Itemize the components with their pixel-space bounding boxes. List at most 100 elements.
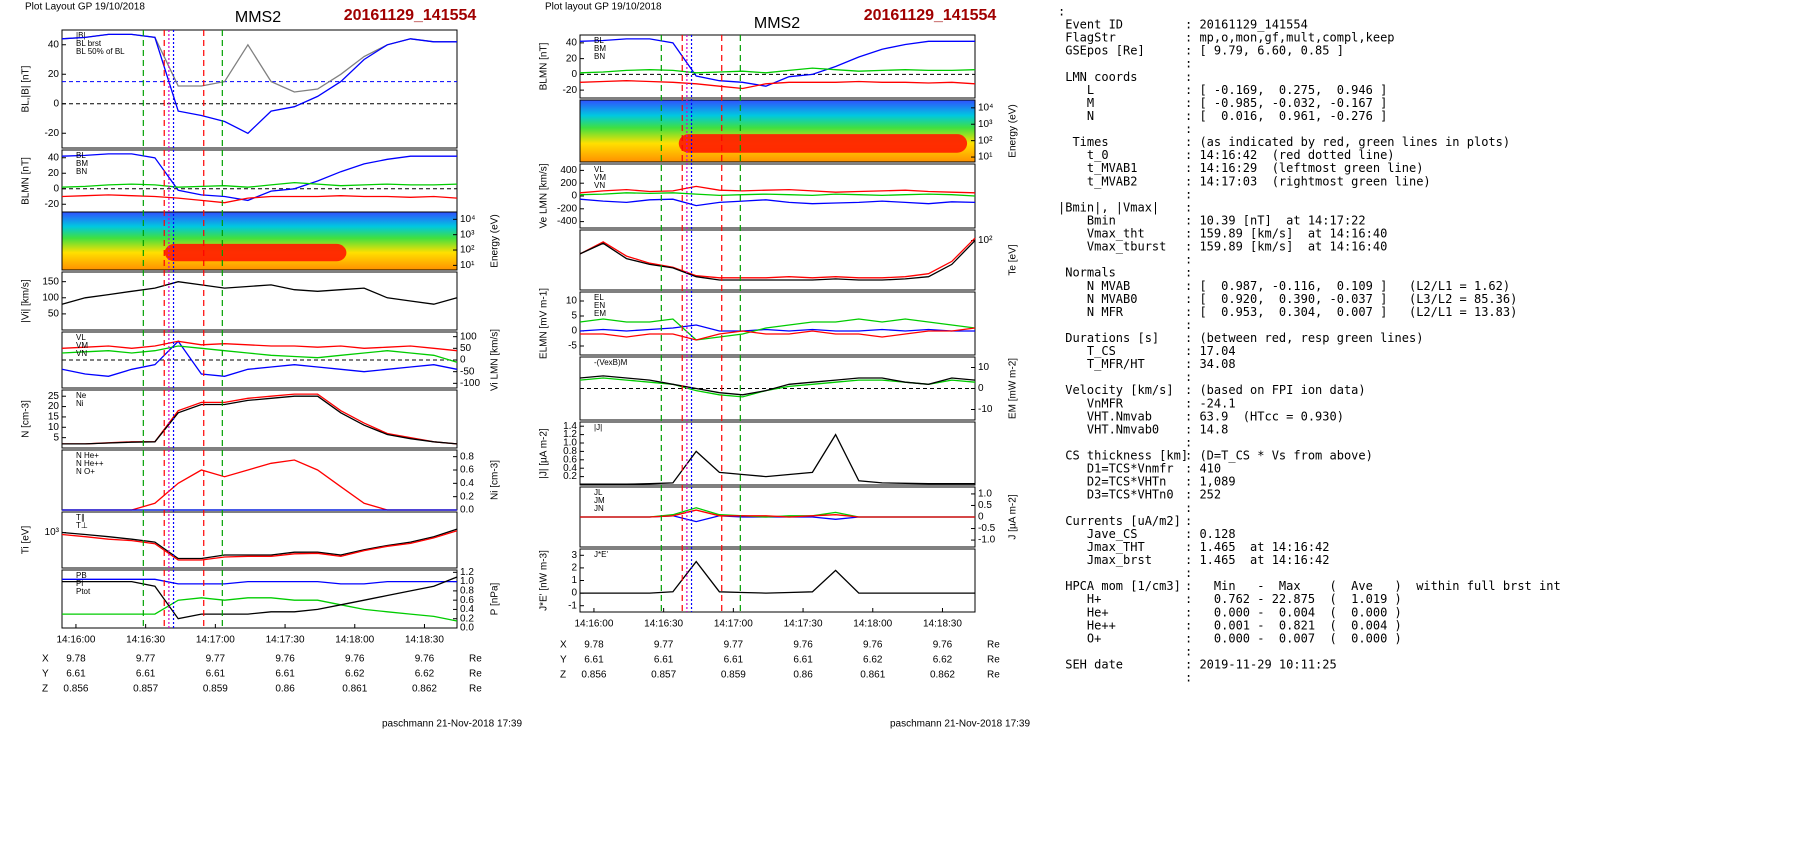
info-value: :	[1185, 253, 1192, 267]
panel-frame	[579, 421, 976, 486]
info-label: t_0	[1058, 148, 1109, 162]
trace	[579, 375, 976, 396]
y-tick-label: -20	[45, 199, 60, 210]
position-value: 9.76	[793, 640, 813, 651]
trace	[579, 80, 976, 90]
legend-entry: BL 50% of BL	[76, 47, 125, 56]
position-unit: Re	[469, 684, 482, 695]
info-label: N MVAB	[1058, 279, 1130, 293]
info-value: :	[1185, 122, 1192, 136]
info-value: : [ 9.79, 6.60, 0.85 ]	[1185, 44, 1344, 58]
spectrogram-hot	[678, 134, 968, 153]
trace	[580, 507, 975, 518]
y-tick-label: 200	[560, 178, 577, 189]
trace	[580, 560, 975, 594]
y-tick-label: 10²	[978, 135, 993, 146]
y-tick-label: 0.6	[460, 595, 474, 606]
info-value: : 252	[1185, 488, 1221, 502]
position-value: 0.861	[860, 670, 885, 681]
position-value: 0.86	[793, 670, 813, 681]
y-tick-label: 0.8	[563, 446, 577, 457]
info-value: : 14:17:03 (rightmost green line)	[1185, 174, 1431, 188]
trace	[580, 433, 975, 485]
info-label: T_CS	[1058, 344, 1116, 358]
y-axis-label: Te [eV]	[1008, 244, 1019, 275]
panel-frame	[579, 548, 976, 613]
legend-entry: Pi	[76, 579, 83, 588]
legend-entry: BN	[594, 52, 605, 61]
position-value: 0.862	[930, 670, 955, 681]
y-tick-label: 0.2	[460, 491, 474, 502]
trace	[61, 345, 458, 363]
legend-entry: N He+	[76, 451, 99, 460]
y-tick-label: 0.6	[460, 465, 474, 476]
y-tick-label: 2	[571, 563, 577, 574]
y-tick-label: 0	[571, 191, 577, 202]
info-label: |Bmin|, |Vmax|	[1058, 200, 1159, 214]
y-tick-label: 1.4	[563, 421, 577, 432]
y-tick-label: 10⁴	[460, 214, 475, 225]
info-label: Jave_CS	[1058, 527, 1137, 541]
info-label: :	[1058, 5, 1065, 19]
position-value: 6.62	[863, 655, 883, 666]
position-unit: Re	[469, 654, 482, 665]
position-value: 0.856	[581, 670, 606, 681]
legend-entry: Ni	[76, 399, 84, 408]
y-tick-label: -200	[557, 203, 577, 214]
y-tick-label: 400	[560, 165, 577, 176]
y-axis-label: P [nPa]	[490, 582, 501, 615]
info-label: GSEpos [Re]	[1058, 44, 1145, 58]
y-tick-label: 50	[460, 343, 472, 354]
legend-entry: VN	[76, 349, 87, 358]
info-value: : 0.762 - 22.875 ( 1.019 )	[1185, 592, 1402, 606]
trace	[579, 318, 976, 341]
legend-entry: |J|	[594, 423, 602, 432]
position-value: 9.76	[863, 640, 883, 651]
info-value: : [ -0.169, 0.275, 0.946 ]	[1185, 83, 1387, 97]
legend-entry: -(VexB)M	[594, 358, 628, 367]
y-tick-label: 40	[48, 39, 60, 50]
info-label: Jmax_THT	[1058, 540, 1145, 554]
position-unit: Re	[987, 640, 1000, 651]
info-value: : 1,089	[1185, 475, 1236, 489]
position-value: 6.61	[136, 669, 156, 680]
panel-frame	[61, 149, 458, 213]
y-tick-label: 10²	[460, 245, 475, 256]
y-axis-label: Ve LMN [km/s]	[539, 163, 550, 228]
y-tick-label: 0	[53, 183, 59, 194]
info-value: : 14.8	[1185, 422, 1228, 436]
y-tick-label: 0.2	[460, 613, 474, 624]
info-label: T_MFR/HT	[1058, 357, 1145, 371]
info-label: He++	[1058, 618, 1116, 632]
info-value: :	[1185, 671, 1192, 685]
y-tick-label: 100	[42, 292, 59, 303]
y-tick-label: -400	[557, 216, 577, 227]
position-value: 6.62	[345, 669, 365, 680]
info-label: Normals	[1058, 266, 1116, 280]
legend-entry: N He++	[76, 459, 104, 468]
trace	[62, 459, 457, 511]
info-label: N MFR	[1058, 305, 1124, 319]
legend-entry: N O+	[76, 467, 95, 476]
info-label: N	[1058, 109, 1094, 123]
y-tick-label: 0.6	[563, 454, 577, 465]
y-tick-label: -5	[568, 341, 577, 352]
position-label: Z	[42, 684, 48, 695]
info-label: He+	[1058, 605, 1109, 619]
position-value: 9.78	[584, 640, 604, 651]
info-value: : 17.04	[1185, 344, 1236, 358]
panel-frame	[579, 99, 976, 163]
x-tick-label: 14:18:30	[405, 635, 444, 646]
info-value: :	[1185, 566, 1192, 580]
info-value: : mp,o,mon,gf,mult,compl,keep	[1185, 31, 1395, 45]
info-label: LMN coords	[1058, 70, 1137, 84]
position-value: 9.76	[275, 654, 295, 665]
legend-entry: VL	[594, 165, 604, 174]
position-value: 6.61	[275, 669, 295, 680]
y-axis-label: Vi LMN [km/s]	[490, 329, 501, 391]
y-tick-label: 10²	[978, 235, 993, 246]
y-tick-label: 0.4	[460, 478, 474, 489]
info-label: VnMFR	[1058, 396, 1124, 410]
position-value: 9.77	[206, 654, 226, 665]
legend-entry: T⊥	[76, 521, 88, 530]
